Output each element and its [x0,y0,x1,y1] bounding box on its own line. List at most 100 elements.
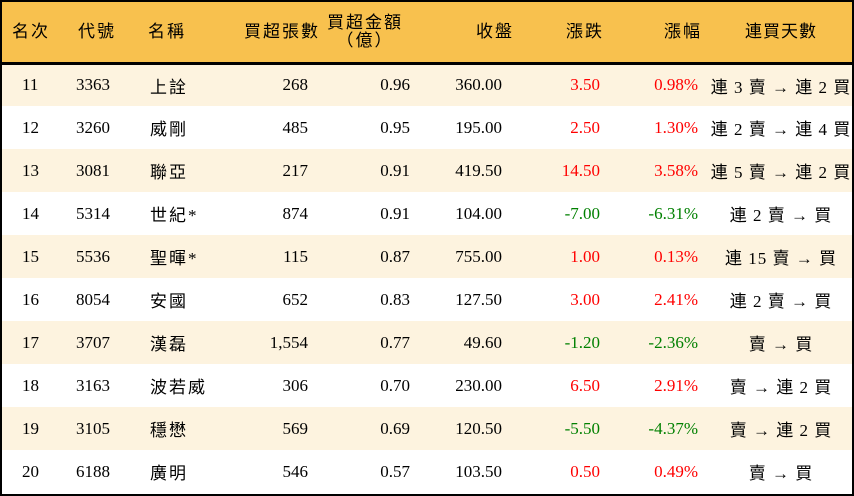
cell-consecutive-days: 連 2 賣 → 買 [729,292,833,311]
table-row: 19 3105 穩懋 569 0.69 120.50 -5.50 -4.37% … [2,407,852,450]
header-row: 名次 代號 名稱 買超張數 買超金額 （億） 收盤 漲跌 漲幅 連買天數 [2,2,852,65]
cell-rank: 11 [22,75,39,95]
table-row: 18 3163 波若威 306 0.70 230.00 6.50 2.91% 賣… [2,364,852,407]
cell-change-pct: 2.41% [654,289,698,309]
cell-change: 2.50 [570,117,600,137]
cell-name: 漢磊 [150,335,188,354]
header-name: 名稱 [148,2,230,65]
table-row: 20 6188 廣明 546 0.57 103.50 0.50 0.49% 賣 … [2,450,852,493]
cell-code: 3707 [76,332,110,352]
cell-change-pct: -4.37% [648,418,698,438]
cell-rank: 13 [22,160,39,180]
cell-net-buy-lots: 306 [282,375,309,395]
cell-name: 穩懋 [150,421,188,440]
cell-change-pct: 0.49% [654,461,698,481]
table-header: 名次 代號 名稱 買超張數 買超金額 （億） 收盤 漲跌 漲幅 連買天數 [2,2,852,65]
cell-rank: 15 [22,246,39,266]
cell-code: 3260 [76,117,110,137]
cell-change-pct: -2.36% [648,332,698,352]
cell-consecutive-days: 連 2 賣 → 連 4 買 [710,120,852,139]
cell-consecutive-days: 連 5 賣 → 連 2 買 [710,163,852,182]
cell-change: 0.50 [570,461,600,481]
table-row: 11 3363 上詮 268 0.96 360.00 3.50 0.98% 連 … [2,63,852,106]
cell-close: 103.50 [455,461,502,481]
header-code: 代號 [70,2,148,65]
cell-code: 3363 [76,75,110,95]
cell-name: 聖暉* [150,249,199,268]
cell-change-pct: 0.13% [654,246,698,266]
header-consecutive-days: 連買天數 [710,2,852,65]
cell-rank: 14 [22,203,39,223]
table-row: 14 5314 世紀* 874 0.91 104.00 -7.00 -6.31%… [2,192,852,235]
cell-change-pct: 0.98% [654,75,698,95]
header-net-buy-lots: 買超張數 [230,2,320,65]
cell-net-buy-amount: 0.83 [380,289,410,309]
cell-rank: 19 [22,418,39,438]
cell-consecutive-days: 連 2 賣 → 買 [729,206,833,225]
cell-consecutive-days: 賣 → 連 2 買 [729,378,833,397]
cell-name: 廣明 [150,464,188,483]
table-row: 12 3260 威剛 485 0.95 195.00 2.50 1.30% 連 … [2,106,852,149]
cell-code: 5536 [76,246,110,266]
header-close: 收盤 [422,2,514,65]
cell-name: 威剛 [150,120,188,139]
cell-net-buy-lots: 569 [282,418,309,438]
cell-code: 3081 [76,160,110,180]
table-row: 15 5536 聖暉* 115 0.87 755.00 1.00 0.13% 連… [2,235,852,278]
cell-net-buy-lots: 115 [283,246,308,266]
cell-net-buy-amount: 0.69 [380,418,410,438]
cell-code: 8054 [76,289,110,309]
cell-change: -7.00 [564,203,600,223]
cell-close: 755.00 [455,246,502,266]
cell-change: -5.50 [564,418,600,438]
cell-net-buy-lots: 485 [282,117,309,137]
cell-close: 195.00 [455,117,502,137]
header-change: 漲跌 [514,2,612,65]
cell-net-buy-amount: 0.96 [380,75,410,95]
cell-net-buy-lots: 546 [282,461,309,481]
cell-code: 6188 [76,461,110,481]
cell-net-buy-lots: 652 [282,289,309,309]
cell-consecutive-days: 賣 → 買 [748,335,814,354]
cell-change-pct: -6.31% [648,203,698,223]
cell-close: 49.60 [463,332,502,352]
cell-close: 419.50 [455,160,502,180]
cell-change-pct: 3.58% [654,160,698,180]
table-row: 16 8054 安國 652 0.83 127.50 3.00 2.41% 連 … [2,278,852,321]
cell-code: 5314 [76,203,110,223]
cell-change: 3.50 [570,75,600,95]
table-row: 17 3707 漢磊 1,554 0.77 49.60 -1.20 -2.36%… [2,321,852,364]
cell-change: 3.00 [570,289,600,309]
cell-name: 世紀* [150,206,199,225]
table-body: 11 3363 上詮 268 0.96 360.00 3.50 0.98% 連 … [2,63,852,493]
header-change-pct: 漲幅 [612,2,710,65]
cell-net-buy-amount: 0.70 [380,375,410,395]
header-net-buy-amount-line2: （億） [336,30,394,50]
cell-change: 14.50 [561,160,600,180]
cell-close: 127.50 [455,289,502,309]
cell-close: 360.00 [455,75,502,95]
cell-name: 上詮 [150,77,188,97]
cell-close: 230.00 [455,375,502,395]
cell-net-buy-amount: 0.95 [380,117,410,137]
cell-net-buy-lots: 217 [282,160,309,180]
cell-close: 120.50 [455,418,502,438]
cell-name: 安國 [150,292,188,311]
cell-consecutive-days: 連 3 賣 → 連 2 買 [710,77,852,97]
cell-net-buy-amount: 0.91 [380,160,410,180]
cell-net-buy-amount: 0.57 [380,461,410,481]
header-net-buy-amount: 買超金額 （億） [320,2,422,65]
cell-rank: 16 [22,289,39,309]
cell-change: 6.50 [570,375,600,395]
cell-consecutive-days: 連 15 賣 → 買 [725,249,837,268]
cell-net-buy-lots: 268 [282,75,309,95]
cell-consecutive-days: 賣 → 連 2 買 [729,421,833,440]
cell-code: 3105 [76,418,110,438]
cell-rank: 20 [22,461,39,481]
cell-code: 3163 [76,375,110,395]
cell-change: 1.00 [570,246,600,266]
cell-net-buy-amount: 0.91 [380,203,410,223]
cell-name: 聯亞 [150,163,188,182]
cell-rank: 12 [22,117,39,137]
